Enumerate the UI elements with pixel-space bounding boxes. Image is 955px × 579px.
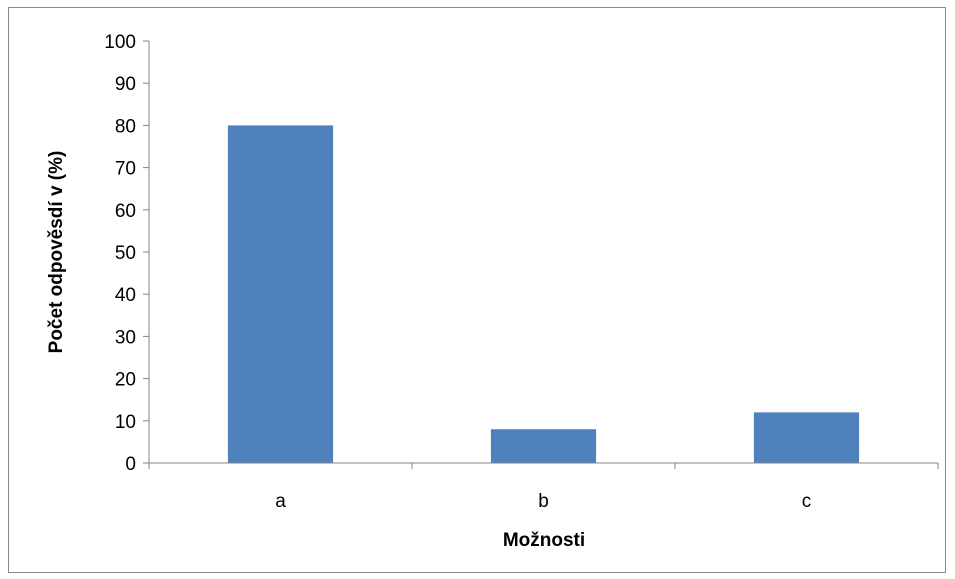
- y-axis: 0 10 20 30 40 50 60 70 80 90 100: [104, 32, 150, 475]
- y-tick-label: 0: [125, 454, 136, 475]
- y-axis-title: Počet odpověsdí v (%): [46, 151, 67, 354]
- bar-b: [490, 429, 597, 463]
- bar-c: [753, 412, 860, 463]
- x-axis-title: Možnosti: [503, 530, 585, 551]
- bars-group: [227, 125, 860, 464]
- x-axis: a b c: [148, 462, 939, 512]
- y-tick-label: 10: [115, 412, 136, 433]
- y-tick-label: 70: [115, 159, 136, 180]
- y-tick-label: 50: [115, 243, 136, 264]
- x-tick-label-c: c: [802, 491, 812, 512]
- x-tick-label-a: a: [275, 491, 286, 512]
- y-tick-label: 60: [115, 201, 136, 222]
- chart-frame: [8, 7, 946, 573]
- y-tick-label: 20: [115, 370, 136, 391]
- y-tick-label: 90: [115, 74, 136, 95]
- y-tick-label: 100: [104, 32, 136, 53]
- bar-a: [227, 125, 334, 464]
- y-tick-label: 80: [115, 116, 136, 137]
- y-tick-label: 40: [115, 285, 136, 306]
- x-tick-label-b: b: [538, 491, 549, 512]
- y-tick-label: 30: [115, 327, 136, 348]
